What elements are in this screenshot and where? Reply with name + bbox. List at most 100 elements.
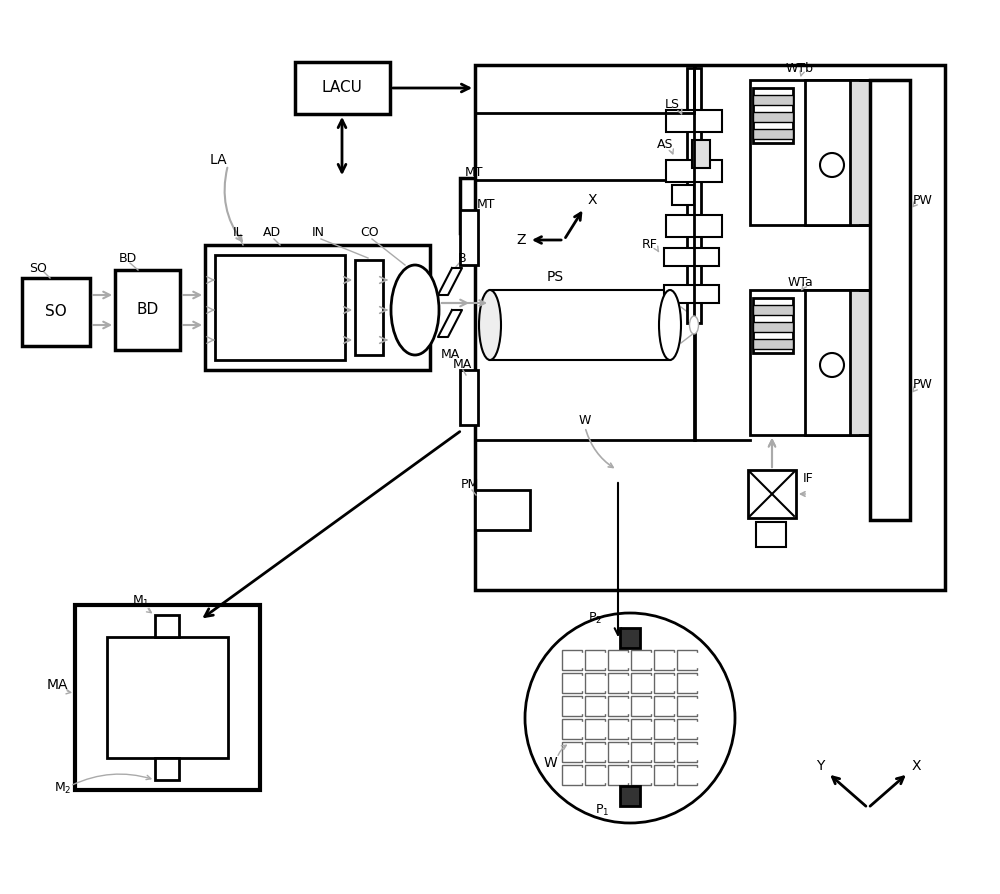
Bar <box>115 270 180 350</box>
Bar <box>631 673 651 693</box>
Bar <box>692 140 710 168</box>
Bar <box>666 215 722 237</box>
Bar <box>666 160 722 182</box>
Text: Z: Z <box>516 233 526 247</box>
Bar <box>753 112 793 122</box>
Bar <box>654 719 674 739</box>
Polygon shape <box>642 722 652 736</box>
Polygon shape <box>688 745 698 759</box>
Bar <box>664 285 719 303</box>
FancyArrowPatch shape <box>654 246 659 251</box>
Bar <box>631 650 651 670</box>
Bar <box>664 248 719 266</box>
Text: Y: Y <box>816 759 824 773</box>
FancyArrowPatch shape <box>800 71 804 76</box>
Polygon shape <box>596 722 606 736</box>
Bar <box>850 80 870 225</box>
Bar <box>850 290 870 435</box>
Text: M$_1$: M$_1$ <box>132 594 150 609</box>
Polygon shape <box>642 699 652 713</box>
FancyArrowPatch shape <box>73 774 151 785</box>
Text: B: B <box>458 251 466 265</box>
Bar <box>562 673 582 693</box>
Text: IL: IL <box>233 226 243 240</box>
Polygon shape <box>596 745 606 759</box>
Bar <box>631 765 651 785</box>
Bar <box>608 696 628 716</box>
Polygon shape <box>596 653 606 667</box>
Polygon shape <box>573 699 583 713</box>
Ellipse shape <box>479 290 501 360</box>
Bar <box>585 765 605 785</box>
Polygon shape <box>688 768 698 782</box>
Bar <box>677 650 697 670</box>
Text: IF: IF <box>803 471 813 485</box>
Text: MT: MT <box>477 198 495 212</box>
Bar <box>805 290 860 435</box>
Bar <box>753 339 793 349</box>
Text: SO: SO <box>29 262 47 274</box>
Bar <box>460 370 478 425</box>
FancyArrowPatch shape <box>146 608 151 612</box>
Polygon shape <box>573 768 583 782</box>
Bar <box>748 470 796 518</box>
Bar <box>654 696 674 716</box>
Bar <box>631 696 651 716</box>
Bar <box>460 178 512 233</box>
Bar <box>750 290 860 435</box>
Ellipse shape <box>391 265 439 355</box>
Polygon shape <box>619 745 629 759</box>
FancyArrowPatch shape <box>802 284 806 290</box>
Bar <box>562 650 582 670</box>
Text: PW: PW <box>913 378 933 392</box>
Bar <box>654 765 674 785</box>
Polygon shape <box>619 699 629 713</box>
Polygon shape <box>619 676 629 690</box>
Polygon shape <box>688 676 698 690</box>
Circle shape <box>820 153 844 177</box>
Text: BD: BD <box>137 302 159 317</box>
Text: RF: RF <box>642 239 658 251</box>
Bar <box>475 490 530 530</box>
Text: SO: SO <box>45 305 67 319</box>
Text: MT: MT <box>465 165 483 179</box>
Text: M$_2$: M$_2$ <box>54 780 72 796</box>
Polygon shape <box>619 768 629 782</box>
Text: P$_2$: P$_2$ <box>588 611 602 626</box>
Text: LACU: LACU <box>322 80 362 96</box>
Bar <box>155 615 179 637</box>
Text: MA: MA <box>46 678 68 692</box>
Polygon shape <box>596 768 606 782</box>
Polygon shape <box>619 722 629 736</box>
Bar <box>753 322 793 332</box>
Bar <box>608 650 628 670</box>
Bar <box>870 80 910 520</box>
Bar <box>677 719 697 739</box>
Bar <box>756 522 786 547</box>
Bar <box>608 719 628 739</box>
Polygon shape <box>665 722 675 736</box>
Bar <box>475 65 945 590</box>
Polygon shape <box>688 699 698 713</box>
Text: BD: BD <box>119 251 137 265</box>
Bar <box>562 719 582 739</box>
Text: PS: PS <box>546 270 564 284</box>
Text: LS: LS <box>664 98 680 112</box>
Text: WTa: WTa <box>787 276 813 290</box>
Bar <box>75 605 260 790</box>
Polygon shape <box>642 676 652 690</box>
Text: AS: AS <box>657 139 673 151</box>
FancyArrowPatch shape <box>558 746 566 755</box>
Text: PW: PW <box>913 193 933 207</box>
Polygon shape <box>573 722 583 736</box>
Bar <box>753 298 793 353</box>
Bar <box>107 637 228 758</box>
Bar <box>562 765 582 785</box>
Bar <box>677 742 697 762</box>
FancyArrowPatch shape <box>913 202 917 207</box>
Polygon shape <box>573 745 583 759</box>
Bar <box>753 305 793 315</box>
Bar <box>295 62 390 114</box>
Ellipse shape <box>690 316 698 334</box>
Text: MA: MA <box>452 358 472 372</box>
